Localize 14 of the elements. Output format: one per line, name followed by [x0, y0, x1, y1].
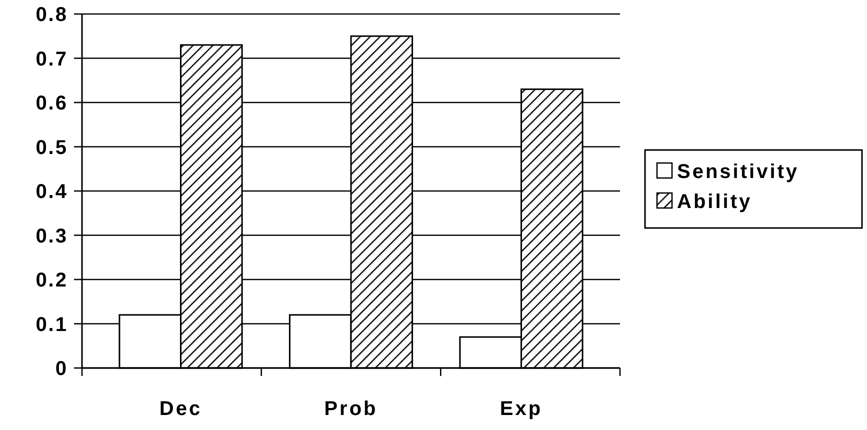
- y-tick-label: 0.8: [36, 4, 68, 26]
- y-tick-label: 0.2: [36, 270, 68, 292]
- y-tick-label: 0.6: [36, 92, 68, 114]
- y-tick-label: 0.1: [36, 314, 68, 336]
- legend-label: Ability: [677, 191, 752, 213]
- y-tick-label: 0.4: [36, 181, 68, 203]
- x-tick-label: Dec: [159, 398, 202, 420]
- x-tick-label: Exp: [500, 398, 543, 420]
- y-tick-label: 0: [55, 358, 68, 380]
- y-tick-label: 0.5: [36, 136, 68, 159]
- legend-label: Sensitivity: [677, 161, 800, 183]
- y-tick-label: 0.7: [36, 48, 68, 70]
- y-tick-label: 0.3: [36, 225, 68, 248]
- x-tick-label: Prob: [324, 398, 378, 420]
